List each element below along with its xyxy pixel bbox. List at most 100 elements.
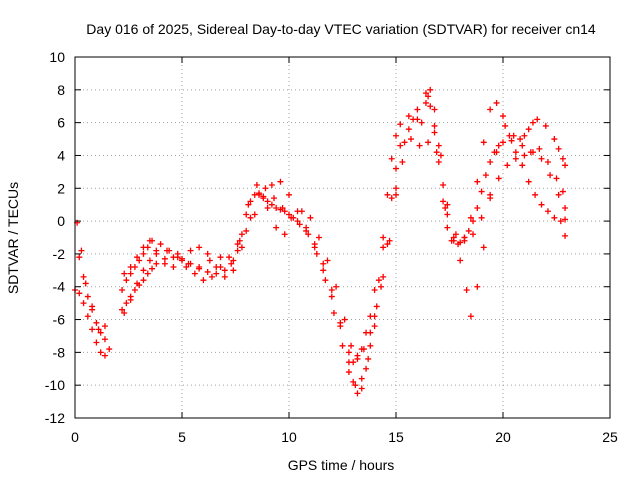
x-tick-label: 15 xyxy=(388,429,404,445)
x-tick-label: 5 xyxy=(178,429,186,445)
data-point xyxy=(78,247,85,254)
data-point xyxy=(435,142,442,149)
data-point xyxy=(196,264,203,271)
data-point xyxy=(512,149,519,156)
data-point xyxy=(444,211,451,218)
data-point xyxy=(450,234,457,241)
data-point xyxy=(80,273,87,280)
data-point xyxy=(431,122,438,129)
data-point xyxy=(384,241,391,248)
data-point xyxy=(268,181,275,188)
data-point xyxy=(119,306,126,313)
data-point xyxy=(388,195,395,202)
data-point xyxy=(371,323,378,330)
data-point xyxy=(95,326,102,333)
data-point xyxy=(367,329,374,336)
data-point xyxy=(311,244,318,251)
data-point xyxy=(196,244,203,251)
data-point xyxy=(474,204,481,211)
data-point xyxy=(431,129,438,136)
data-point xyxy=(294,218,301,225)
data-point xyxy=(525,178,532,185)
data-point xyxy=(264,204,271,211)
data-point xyxy=(544,208,551,215)
data-point xyxy=(474,283,481,290)
data-point xyxy=(322,277,329,284)
data-point xyxy=(271,195,278,202)
y-axis-label: SDTVAR / TECUs xyxy=(5,182,21,294)
y-tick-label: 4 xyxy=(57,147,65,163)
data-point xyxy=(534,116,541,123)
data-point xyxy=(425,93,432,100)
data-point xyxy=(399,159,406,166)
data-point xyxy=(234,241,241,248)
data-point xyxy=(333,283,340,290)
y-tick-label: 8 xyxy=(57,82,65,98)
data-point xyxy=(330,309,337,316)
data-point xyxy=(519,162,526,169)
data-point xyxy=(251,211,258,218)
data-point xyxy=(562,216,569,223)
data-point xyxy=(260,195,267,202)
data-point xyxy=(360,346,367,353)
data-point xyxy=(559,155,566,162)
data-point xyxy=(557,218,564,225)
data-point xyxy=(467,313,474,320)
x-tick-label: 20 xyxy=(495,429,511,445)
data-point xyxy=(442,204,449,211)
data-point xyxy=(179,257,185,264)
data-point xyxy=(517,136,524,143)
data-point xyxy=(478,188,485,195)
data-point xyxy=(191,270,198,277)
data-point xyxy=(354,390,361,397)
data-point xyxy=(183,264,190,271)
data-point xyxy=(547,172,554,179)
data-point xyxy=(236,237,243,244)
data-point xyxy=(474,178,481,185)
data-point xyxy=(480,244,487,251)
data-point xyxy=(431,106,438,113)
data-point xyxy=(422,99,429,106)
y-tick-label: -6 xyxy=(53,312,66,328)
data-point xyxy=(296,221,303,228)
data-point xyxy=(320,267,327,274)
data-point xyxy=(279,204,286,211)
data-point xyxy=(140,244,147,251)
data-point xyxy=(315,234,322,241)
data-point xyxy=(140,250,147,257)
data-point xyxy=(457,257,464,264)
data-point xyxy=(551,214,558,221)
data-point xyxy=(427,103,434,110)
data-point xyxy=(500,139,506,146)
data-point xyxy=(121,270,128,277)
data-point xyxy=(373,303,380,310)
data-point xyxy=(101,336,108,343)
data-point xyxy=(553,175,560,182)
data-point xyxy=(253,181,260,188)
data-point xyxy=(247,198,254,205)
data-point xyxy=(508,137,515,144)
series-track-b xyxy=(76,86,569,366)
data-point xyxy=(305,231,312,238)
y-tick-label: -2 xyxy=(53,246,66,262)
data-point xyxy=(352,382,359,389)
data-point xyxy=(226,254,233,261)
data-point xyxy=(256,191,263,198)
data-point xyxy=(536,145,543,152)
y-tick-label: 0 xyxy=(57,213,65,229)
data-point xyxy=(341,316,348,323)
data-point xyxy=(264,198,271,205)
data-point xyxy=(350,359,357,366)
data-point xyxy=(416,142,423,149)
x-tick-label: 25 xyxy=(602,429,618,445)
data-point xyxy=(562,232,569,239)
data-point xyxy=(213,264,220,271)
data-point xyxy=(303,224,310,231)
data-point xyxy=(136,257,143,264)
data-point xyxy=(397,121,404,128)
data-point xyxy=(397,142,404,149)
data-point xyxy=(380,273,387,280)
data-point xyxy=(286,211,292,218)
data-point xyxy=(76,290,83,297)
series-track-d xyxy=(74,93,569,389)
